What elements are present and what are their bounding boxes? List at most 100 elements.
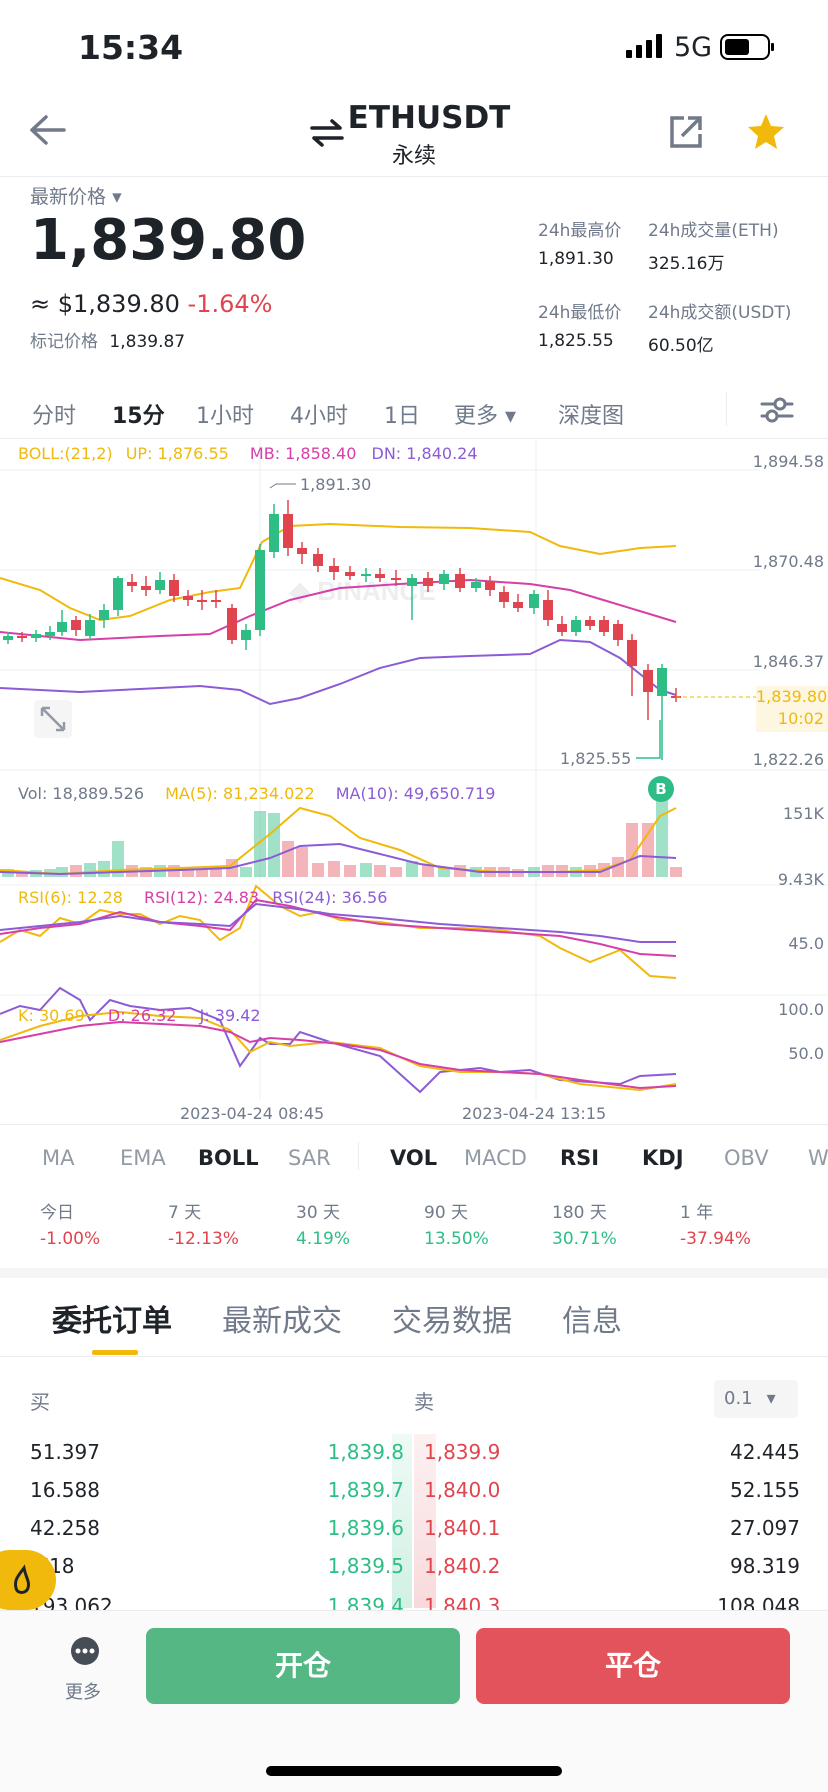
volume-bar: [360, 863, 372, 877]
candle: [99, 610, 109, 620]
candle: [211, 600, 221, 602]
ind-macd[interactable]: MACD: [464, 1146, 527, 1170]
candle: [197, 600, 207, 602]
share-icon[interactable]: [668, 114, 704, 150]
orderbook-row[interactable]: 42.258 1,839.6 1,840.1 27.097: [30, 1516, 800, 1540]
precision-select[interactable]: 0.1 ▾: [714, 1380, 798, 1418]
pair-header[interactable]: ETHUSDT 永续: [0, 100, 828, 170]
divider: [0, 176, 828, 177]
candle: [17, 636, 27, 638]
ind-rsi[interactable]: RSI: [560, 1146, 600, 1170]
network-label: 5G: [674, 32, 713, 63]
volume-bar: [254, 811, 266, 877]
price-change: -1.64%: [187, 290, 273, 318]
candle: [57, 622, 67, 632]
boll-legend: BOLL:(21,2) UP: 1,876.55 MB: 1,858.40 DN…: [18, 444, 478, 463]
price-usd: ≈ $1,839.80 -1.64%: [30, 290, 273, 318]
buy-label: 买: [30, 1390, 50, 1414]
candle: [455, 574, 465, 588]
close-position-button[interactable]: 平仓: [476, 1628, 790, 1704]
tab-trading-data[interactable]: 交易数据: [392, 1304, 512, 1339]
flame-icon: [14, 1564, 30, 1594]
ind-w[interactable]: W: [808, 1146, 828, 1170]
floating-assistant-button[interactable]: [0, 1550, 56, 1610]
more-button[interactable]: 更多: [62, 1636, 108, 1703]
divider: [0, 1356, 828, 1357]
volume-bar: [344, 865, 356, 877]
volume-bar: [670, 867, 682, 877]
candle: [45, 632, 55, 636]
kline-chart-svg: ◆ BINANCE 1,891.30 1,825.55: [0, 440, 828, 1100]
divider: [0, 1124, 828, 1125]
divider: [0, 438, 828, 439]
pair-symbol: ETHUSDT: [347, 100, 511, 136]
tab-trades[interactable]: 最新成交: [222, 1304, 342, 1339]
last-price-label[interactable]: 最新价格 ▾: [30, 186, 122, 208]
low-mark: 1,825.55: [560, 749, 631, 768]
candle: [499, 592, 509, 602]
perf-1y: 1 年 -37.94%: [680, 1203, 751, 1249]
tab-15m[interactable]: 15分: [112, 404, 165, 429]
candle: [141, 586, 151, 590]
divider: [726, 392, 727, 426]
candle: [543, 600, 553, 620]
swap-icon: [310, 119, 344, 147]
chevron-down-icon: ▾: [505, 404, 517, 429]
orderbook-row[interactable]: 51.397 1,839.8 1,839.9 42.445: [30, 1440, 800, 1464]
volume-bar: [626, 823, 638, 877]
volume-legend: Vol: 18,889.526 MA(5): 81,234.022 MA(10)…: [18, 784, 496, 803]
kdj-legend: K: 30.69 D: 26.32 J: 39.42: [18, 1006, 261, 1025]
candle: [471, 582, 481, 588]
volume-bar: [390, 867, 402, 877]
favorite-star-icon[interactable]: [746, 112, 786, 152]
perf-90d: 90 天 13.50%: [424, 1203, 489, 1249]
orderbook-row[interactable]: .718 1,839.5 1,840.2 98.319: [30, 1554, 800, 1578]
ind-obv[interactable]: OBV: [724, 1146, 769, 1170]
expand-icon: [40, 706, 66, 732]
sell-label: 卖: [414, 1390, 434, 1414]
tab-depth[interactable]: 深度图: [558, 404, 625, 429]
stat-volume: 24h成交量(ETH) 325.16万: [648, 221, 779, 274]
perf-7d: 7 天 -12.13%: [168, 1203, 239, 1249]
open-position-button[interactable]: 开仓: [146, 1628, 460, 1704]
candle: [657, 668, 667, 696]
buy-marker[interactable]: B: [648, 776, 674, 802]
ind-kdj[interactable]: KDJ: [642, 1146, 684, 1170]
volume-bar: [454, 865, 466, 877]
ind-ma[interactable]: MA: [42, 1146, 75, 1170]
tab-more[interactable]: 更多 ▾: [454, 404, 517, 429]
ind-sar[interactable]: SAR: [288, 1146, 331, 1170]
candle: [627, 640, 637, 666]
kline-chart[interactable]: ◆ BINANCE 1,891.30 1,825.55 BOLL:(21,2) …: [0, 440, 828, 1123]
back-arrow-icon[interactable]: [28, 114, 66, 146]
fullscreen-button[interactable]: [34, 700, 72, 738]
tab-timeline[interactable]: 分时: [32, 404, 77, 429]
tab-info[interactable]: 信息: [562, 1304, 622, 1339]
status-time: 15:34: [78, 28, 184, 67]
axis-price-2: 1,870.48: [752, 552, 824, 571]
tab-4h[interactable]: 4小时: [290, 404, 348, 429]
stat-high: 24h最高价 1,891.30: [538, 221, 622, 269]
axis-price-4: 1,822.26: [752, 750, 824, 769]
contract-type: 永续: [391, 144, 436, 169]
signal-icon: [626, 34, 662, 58]
candle: [297, 548, 307, 554]
ind-boll[interactable]: BOLL: [198, 1146, 259, 1170]
candle: [361, 574, 371, 576]
orderbook-row[interactable]: 16.588 1,839.7 1,840.0 52.155: [30, 1478, 800, 1502]
candle: [423, 578, 433, 586]
perf-180d: 180 天 30.71%: [552, 1203, 617, 1249]
candle: [3, 636, 13, 640]
orderbook-row[interactable]: 193.062 1,839.4 1,840.3 108.048: [30, 1594, 800, 1612]
tab-orderbook[interactable]: 委托订单: [52, 1304, 172, 1339]
tab-1d[interactable]: 1日: [384, 404, 420, 429]
ind-vol[interactable]: VOL: [390, 1146, 438, 1170]
chart-settings-icon[interactable]: [758, 394, 796, 426]
candle: [585, 620, 595, 626]
ind-ema[interactable]: EMA: [120, 1146, 166, 1170]
candle: [571, 620, 581, 632]
volume-bar: [56, 867, 68, 877]
chevron-down-icon: ▾: [112, 186, 122, 208]
candle: [269, 514, 279, 552]
tab-1h[interactable]: 1小时: [196, 404, 254, 429]
